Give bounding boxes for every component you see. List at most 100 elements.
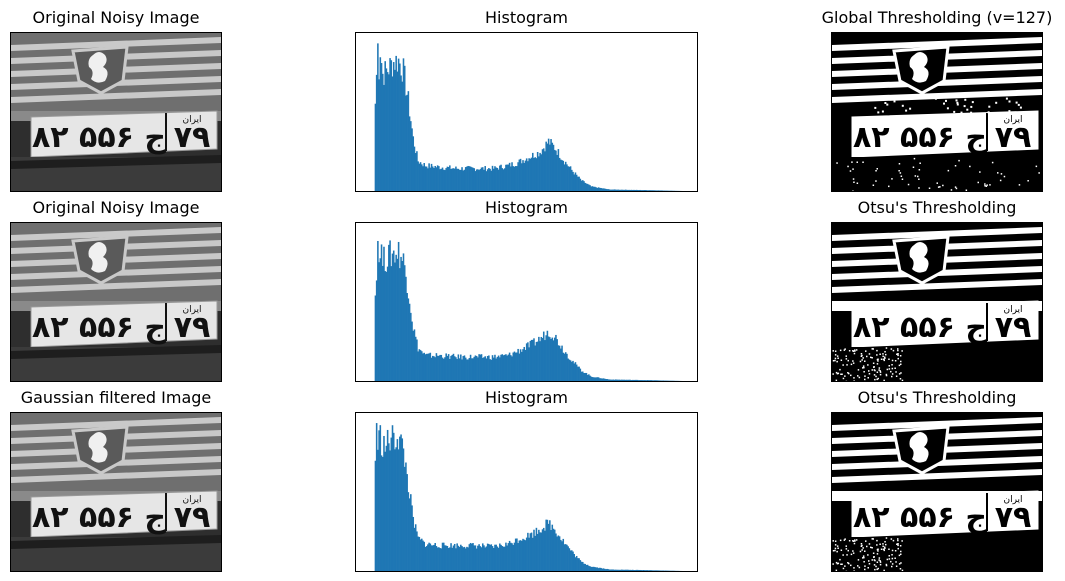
histogram-bar — [438, 166, 440, 191]
histogram-bar — [584, 372, 586, 381]
histogram-bar — [378, 79, 380, 191]
histogram-bar — [513, 351, 516, 381]
histogram-bar — [636, 379, 639, 381]
histogram-bar — [517, 162, 519, 191]
histogram-bar — [394, 449, 396, 571]
histogram-bar — [552, 340, 555, 381]
histogram-bar — [469, 354, 472, 381]
histogram-bar — [566, 353, 568, 381]
license-plate — [30, 300, 218, 348]
histogram-bar — [567, 166, 569, 191]
histogram-bar — [385, 445, 388, 571]
histogram-bar — [467, 359, 469, 381]
histogram-bar — [381, 456, 384, 571]
histogram-bar — [530, 339, 533, 381]
histogram-bar — [462, 170, 465, 191]
histogram-bar — [442, 358, 445, 381]
histogram-bar — [489, 544, 491, 571]
histogram-bar — [536, 341, 539, 381]
histogram-bar — [534, 157, 536, 191]
histogram-bar — [541, 529, 544, 571]
histogram-bar — [507, 354, 510, 381]
histogram-bar — [633, 189, 635, 191]
row3-histogram-axes — [355, 412, 698, 572]
histogram-bar — [474, 545, 477, 571]
histogram-bar — [607, 379, 610, 381]
histogram-bar — [635, 569, 638, 571]
histogram-bar — [540, 154, 543, 191]
histogram-bar — [597, 187, 600, 191]
grille-slat — [832, 227, 1042, 241]
histogram-bar — [583, 373, 585, 381]
histogram-bar — [391, 425, 394, 571]
histogram-bar — [653, 380, 656, 381]
histogram-bar — [421, 538, 423, 571]
histogram-bar — [577, 558, 579, 571]
histogram-bar — [523, 162, 526, 191]
histogram-bar — [639, 569, 641, 571]
histogram-bar — [513, 542, 516, 571]
histogram-bar — [412, 516, 415, 571]
histogram-bar — [522, 349, 524, 381]
lion-emblem — [88, 242, 108, 273]
histogram-bar — [662, 380, 665, 381]
histogram-bar — [506, 355, 508, 381]
histogram-bar — [394, 262, 396, 381]
histogram-bar — [390, 60, 393, 191]
histogram-bar — [585, 183, 588, 191]
histogram-bar — [516, 352, 518, 381]
histogram-bar — [596, 377, 599, 381]
histogram-bar — [658, 380, 661, 381]
histogram-bar — [641, 190, 644, 191]
histogram-bar — [519, 158, 522, 191]
histogram-bar — [588, 184, 590, 191]
histogram-bar — [591, 377, 594, 381]
histogram-bar — [636, 189, 639, 191]
histogram-bar — [500, 544, 502, 571]
histogram-bar — [589, 566, 591, 571]
histogram-bar — [381, 265, 384, 381]
histogram-bar — [471, 358, 473, 381]
histogram-bar — [607, 569, 610, 571]
histogram-bar — [385, 68, 388, 191]
plate-country-label: ایران — [1003, 305, 1022, 315]
histogram-bar — [495, 544, 497, 571]
histogram-bar — [453, 168, 456, 191]
histogram-bar — [627, 379, 629, 381]
histogram-bar — [468, 358, 471, 381]
histogram-bar — [517, 348, 519, 381]
histogram-bar — [634, 570, 636, 571]
histogram-bar — [541, 337, 544, 381]
histogram-bar — [436, 165, 439, 191]
histogram-bar — [542, 331, 545, 381]
histogram-bar — [630, 569, 633, 571]
histogram-bar — [642, 190, 645, 191]
histogram-bar — [555, 533, 557, 571]
histogram-bar — [644, 190, 646, 191]
histogram-bar — [441, 167, 444, 191]
histogram-bar — [441, 357, 444, 381]
row2-histogram-axes — [355, 222, 698, 382]
histogram-bars — [374, 240, 683, 381]
histogram-bar — [488, 355, 490, 381]
grille-slat — [11, 469, 221, 483]
histogram-bar — [612, 379, 615, 381]
histogram-bar — [395, 254, 397, 381]
histogram-bar — [403, 466, 406, 571]
histogram-bar — [395, 55, 397, 191]
histogram-bar — [601, 568, 604, 571]
histogram-bar — [446, 545, 449, 571]
histogram-bar — [550, 139, 552, 191]
histogram-bar — [483, 545, 485, 571]
histogram-bar — [431, 355, 434, 381]
histogram-bar — [414, 153, 417, 191]
histogram-bar — [624, 379, 627, 381]
histogram-bar — [552, 528, 555, 571]
histogram-bar — [418, 163, 421, 191]
histogram-bar — [447, 166, 450, 191]
histogram-bar — [396, 439, 399, 571]
histogram-bar — [616, 569, 618, 571]
